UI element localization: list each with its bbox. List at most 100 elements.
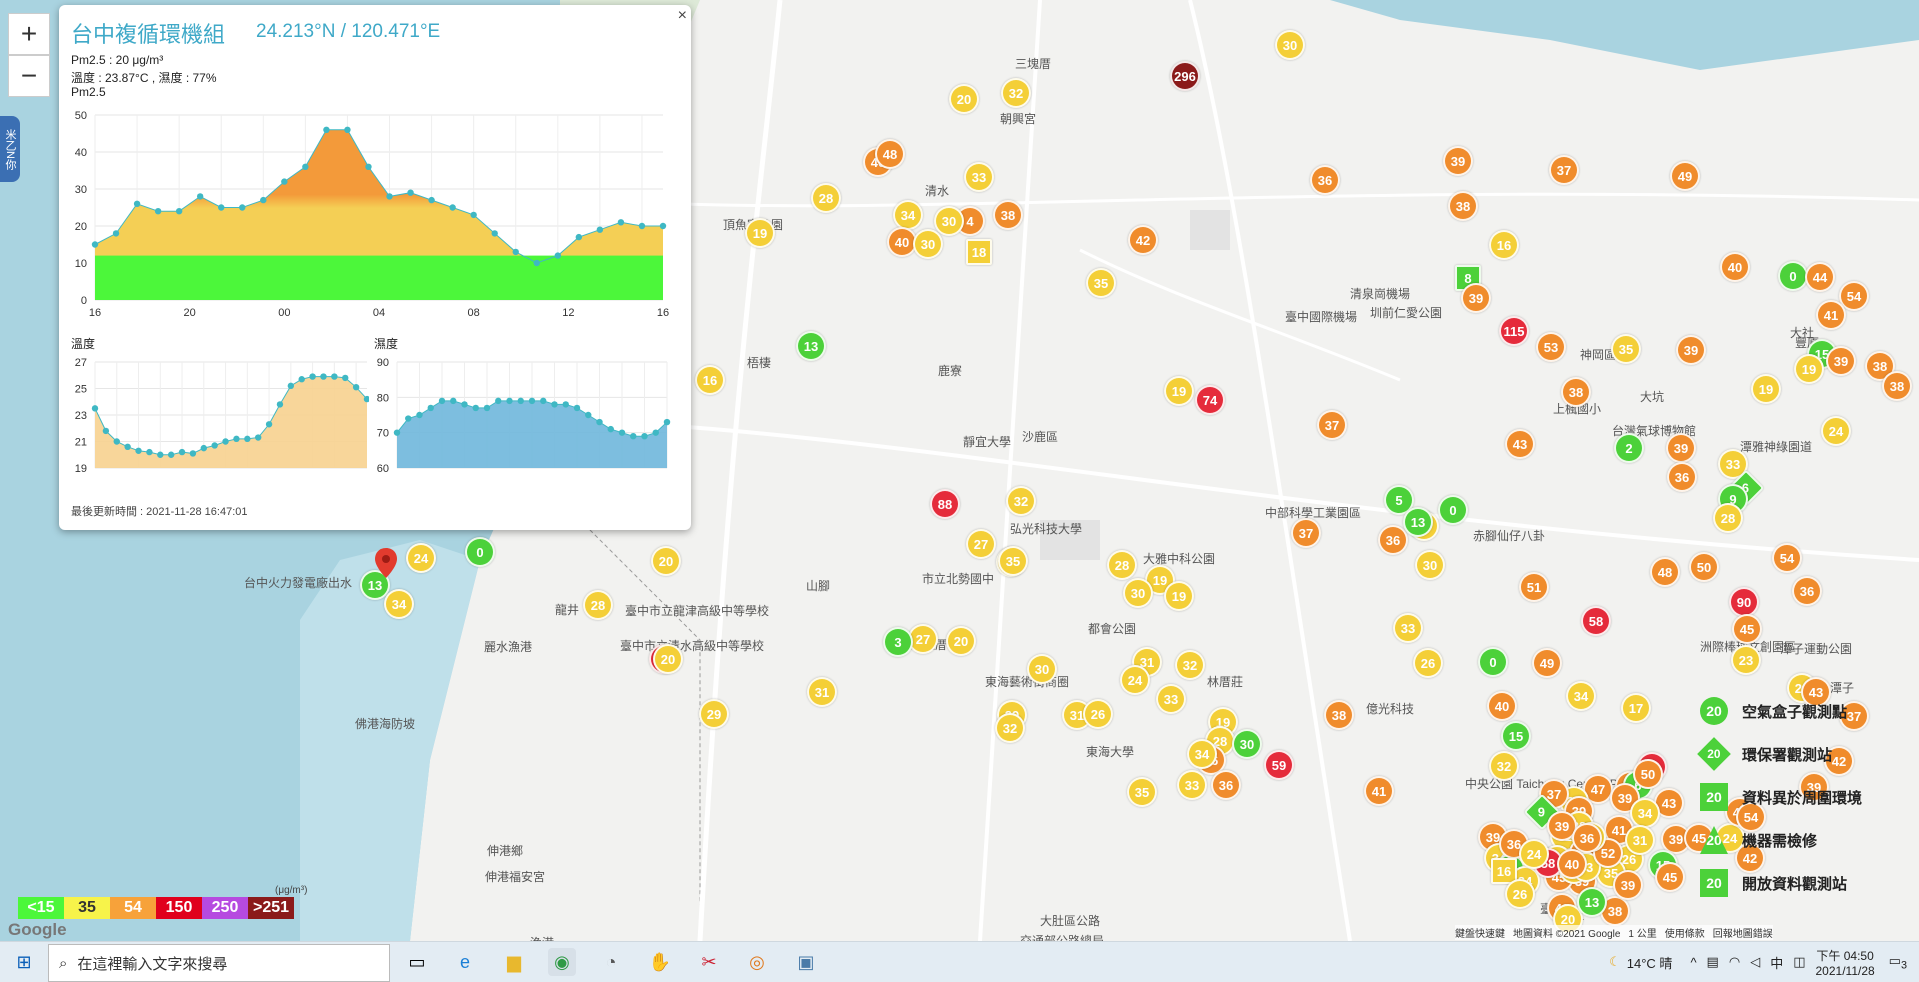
sensor-marker[interactable]: 5 [1384, 485, 1414, 515]
sensor-marker[interactable]: 39 [1826, 346, 1856, 376]
keyboard-shortcuts-link[interactable]: 鍵盤快速鍵 [1455, 929, 1505, 940]
sensor-marker[interactable]: 32 [1175, 650, 1205, 680]
sensor-marker[interactable]: 45 [1732, 614, 1762, 644]
sensor-marker[interactable]: 33 [1156, 684, 1186, 714]
sensor-marker[interactable]: 20 [651, 546, 681, 576]
sensor-marker[interactable]: 296 [1170, 61, 1200, 91]
sensor-marker[interactable]: 33 [964, 162, 994, 192]
sensor-marker[interactable]: 36 [1310, 165, 1340, 195]
sensor-marker[interactable]: 19 [1751, 374, 1781, 404]
sensor-marker[interactable]: 54 [1772, 543, 1802, 573]
sensor-marker[interactable]: 45 [1655, 862, 1685, 892]
sensor-marker[interactable]: 42 [1128, 225, 1158, 255]
sensor-marker[interactable]: 24 [406, 543, 436, 573]
app-icon-scissors[interactable]: ✂ [701, 951, 717, 972]
sensor-marker[interactable]: 37 [1839, 701, 1869, 731]
sensor-marker[interactable]: 31 [1625, 825, 1655, 855]
sensor-marker[interactable]: 36 [1211, 770, 1241, 800]
sensor-marker[interactable]: 36 [1378, 525, 1408, 555]
sensor-marker[interactable]: 38 [1882, 371, 1912, 401]
input-mode-icon[interactable]: ◫ [1793, 954, 1806, 969]
sensor-marker[interactable]: 24 [1120, 665, 1150, 695]
sensor-marker[interactable]: 39 [1443, 146, 1473, 176]
sensor-marker[interactable]: 32 [1001, 78, 1031, 108]
sensor-marker[interactable]: 37 [1291, 518, 1321, 548]
sensor-marker[interactable]: 19 [1794, 354, 1824, 384]
sensor-marker[interactable]: 38 [993, 200, 1023, 230]
sensor-marker[interactable]: 53 [1536, 332, 1566, 362]
network-icon[interactable]: ◠ [1728, 954, 1741, 969]
sensor-marker[interactable]: 19 [745, 218, 775, 248]
sensor-marker[interactable]: 90 [1729, 587, 1759, 617]
sensor-marker[interactable]: 20 [946, 626, 976, 656]
blender-icon[interactable]: ◎ [749, 951, 765, 972]
sensor-marker[interactable]: 30 [1415, 550, 1445, 580]
windows-start-icon[interactable]: ⊞ [16, 951, 32, 972]
sensor-marker[interactable]: 19 [1164, 581, 1194, 611]
chrome-icon[interactable]: ◉ [548, 948, 576, 976]
sensor-marker[interactable]: 16 [695, 365, 725, 395]
sensor-marker[interactable]: 27 [908, 624, 938, 654]
weather-text[interactable]: 14°C 晴 [1626, 955, 1673, 971]
sensor-marker[interactable]: 29 [699, 699, 729, 729]
sensor-marker[interactable]: 35 [998, 546, 1028, 576]
sensor-marker[interactable]: 41 [1364, 776, 1394, 806]
sensor-marker[interactable]: 19 [1164, 376, 1194, 406]
sensor-marker[interactable]: 51 [1519, 572, 1549, 602]
sensor-marker[interactable]: 30 [934, 206, 964, 236]
sensor-marker[interactable]: 34 [1187, 739, 1217, 769]
sensor-marker[interactable]: 36 [1792, 576, 1822, 606]
close-icon[interactable]: × [677, 7, 687, 24]
sensor-marker[interactable]: 40 [1487, 691, 1517, 721]
sensor-marker[interactable]: 88 [930, 489, 960, 519]
sensor-marker[interactable]: 20 [653, 644, 683, 674]
notification-icon[interactable]: ▭3 [1888, 952, 1907, 972]
report-error-link[interactable]: 回報地圖錯誤 [1712, 929, 1773, 940]
sensor-marker[interactable]: 13 [1403, 507, 1433, 537]
sensor-marker[interactable]: 39 [1666, 433, 1696, 463]
sensor-marker[interactable]: 2 [1614, 433, 1644, 463]
sensor-marker[interactable]: 50 [1689, 552, 1719, 582]
app-icon-hand[interactable]: ✋ [648, 951, 672, 972]
sensor-marker[interactable]: 36 [1667, 462, 1697, 492]
sensor-marker[interactable]: 0 [1778, 261, 1808, 291]
sensor-marker[interactable]: 59 [1264, 750, 1294, 780]
sensor-marker[interactable]: 16 [1491, 858, 1517, 884]
sensor-marker[interactable]: 13 [796, 331, 826, 361]
sensor-marker[interactable]: 39 [1461, 283, 1491, 313]
sensor-marker[interactable]: 24 [1821, 416, 1851, 446]
sensor-marker[interactable]: 34 [1566, 681, 1596, 711]
sensor-marker[interactable]: 3 [883, 627, 913, 657]
sensor-marker[interactable]: 32 [1489, 751, 1519, 781]
sensor-marker[interactable]: 34 [893, 200, 923, 230]
sensor-marker[interactable]: 37 [1317, 410, 1347, 440]
sensor-marker[interactable]: 34 [1630, 798, 1660, 828]
sensor-marker[interactable]: 48 [1650, 557, 1680, 587]
sensor-marker[interactable]: 30 [1232, 729, 1262, 759]
sensor-marker[interactable]: 44 [1805, 262, 1835, 292]
sensor-marker[interactable]: 41 [1816, 300, 1846, 330]
sensor-marker[interactable]: 26 [1505, 879, 1535, 909]
sensor-marker[interactable]: 0 [1478, 647, 1508, 677]
sensor-marker[interactable]: 49 [1532, 648, 1562, 678]
sensor-marker[interactable]: 50 [1633, 759, 1663, 789]
sensor-marker[interactable]: 32 [995, 713, 1025, 743]
task-view-icon[interactable]: ▭ [408, 951, 426, 972]
tray-apps-icon[interactable]: ▤ [1706, 954, 1719, 969]
sensor-marker[interactable]: 31 [807, 677, 837, 707]
volume-icon[interactable]: ◁ [1750, 954, 1761, 969]
sensor-marker[interactable]: 26 [1083, 699, 1113, 729]
sensor-marker[interactable]: 37 [1549, 155, 1579, 185]
sensor-marker[interactable]: 0 [1438, 495, 1468, 525]
sensor-marker[interactable]: 28 [1713, 503, 1743, 533]
sensor-marker[interactable]: 33 [1177, 770, 1207, 800]
file-explorer-icon[interactable]: ▆ [507, 951, 521, 972]
sensor-marker[interactable]: 42 [1824, 746, 1854, 776]
sensor-marker[interactable]: 39 [1613, 870, 1643, 900]
sensor-marker[interactable]: 40 [1720, 252, 1750, 282]
sensor-marker[interactable]: 18 [966, 239, 992, 265]
sensor-marker[interactable]: 32 [1006, 486, 1036, 516]
sensor-marker[interactable]: 24 [1519, 839, 1549, 869]
sensor-marker[interactable]: 28 [1107, 550, 1137, 580]
zoom-in-button[interactable]: + [8, 13, 50, 55]
